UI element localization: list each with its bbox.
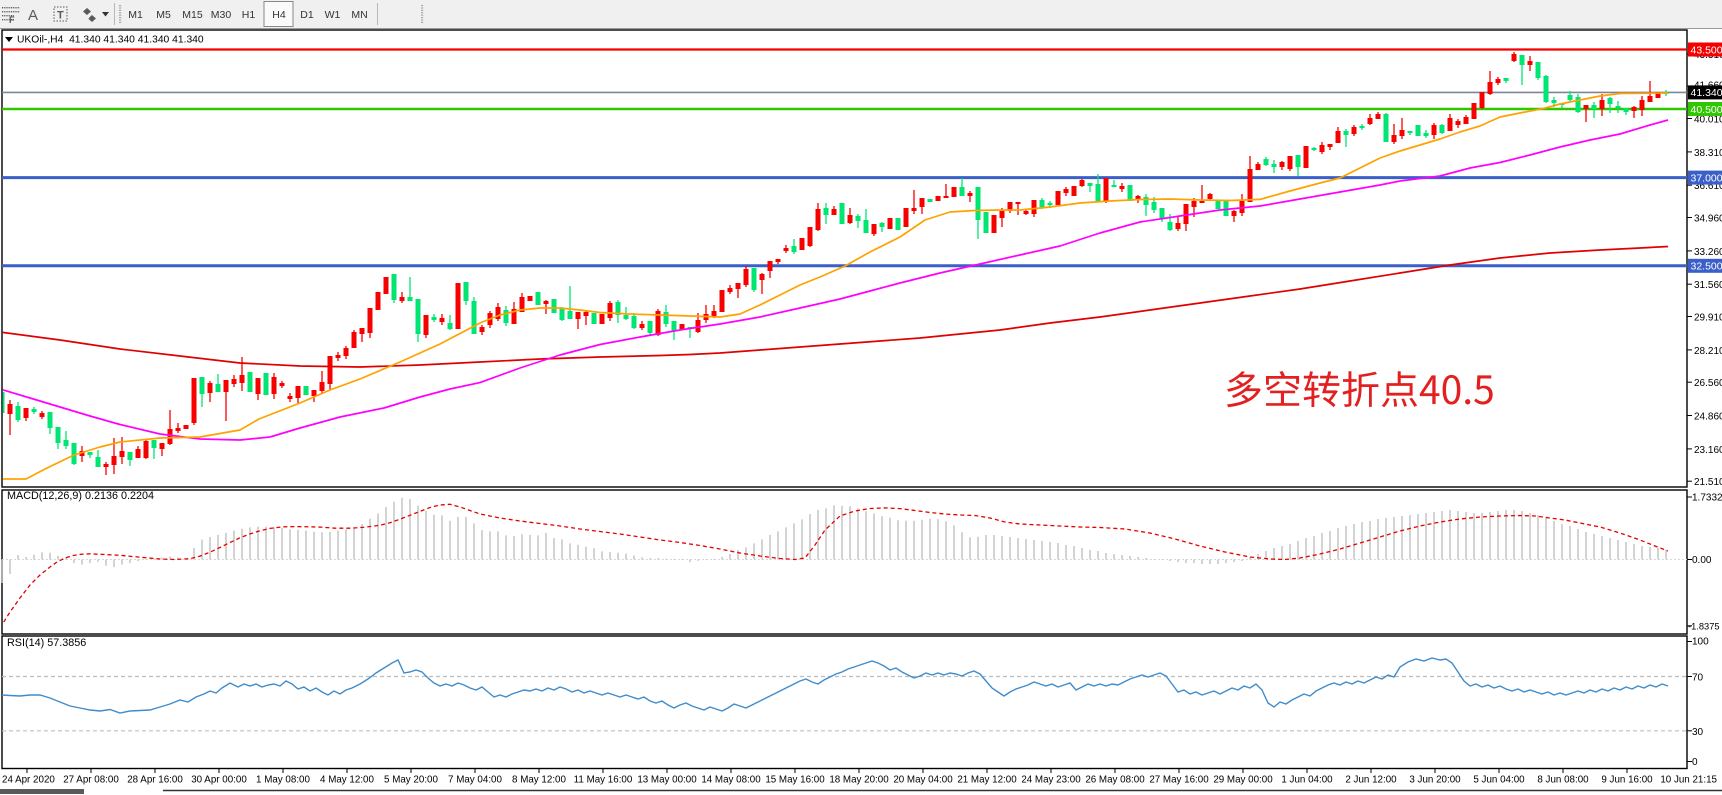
- svg-text:M1: M1: [128, 9, 143, 21]
- svg-text:7 May 04:00: 7 May 04:00: [448, 775, 502, 786]
- svg-text:24.860: 24.860: [1694, 412, 1722, 423]
- svg-text:0: 0: [1692, 757, 1698, 768]
- svg-text:30: 30: [1692, 727, 1704, 738]
- svg-text:100: 100: [1692, 637, 1709, 648]
- svg-text:43.500: 43.500: [1691, 44, 1722, 56]
- svg-text:14 May 08:00: 14 May 08:00: [701, 775, 761, 786]
- svg-text:H1: H1: [242, 9, 256, 21]
- svg-text:28 Apr 16:00: 28 Apr 16:00: [127, 775, 183, 786]
- svg-text:8 May 12:00: 8 May 12:00: [512, 775, 566, 786]
- svg-text:26 May 08:00: 26 May 08:00: [1085, 775, 1145, 786]
- svg-text:1.7332: 1.7332: [1692, 493, 1722, 504]
- svg-text:-1.8375: -1.8375: [1688, 621, 1720, 631]
- svg-text:A: A: [28, 7, 38, 24]
- svg-text:32.500: 32.500: [1691, 261, 1722, 273]
- svg-text:40.010: 40.010: [1694, 115, 1722, 126]
- svg-text:21 May 12:00: 21 May 12:00: [957, 775, 1017, 786]
- svg-text:8 Jun 08:00: 8 Jun 08:00: [1537, 775, 1589, 786]
- svg-text:30 Apr 00:00: 30 Apr 00:00: [191, 775, 247, 786]
- svg-text:34.960: 34.960: [1694, 214, 1722, 225]
- svg-text:27 Apr 08:00: 27 Apr 08:00: [63, 775, 119, 786]
- svg-text:W1: W1: [325, 9, 341, 21]
- svg-text:4 May 12:00: 4 May 12:00: [320, 775, 374, 786]
- svg-text:11 May 16:00: 11 May 16:00: [574, 775, 633, 786]
- svg-text:41.340: 41.340: [1691, 87, 1722, 99]
- svg-text:27 May 16:00: 27 May 16:00: [1149, 775, 1209, 786]
- svg-text:28.210: 28.210: [1694, 346, 1722, 357]
- svg-text:T: T: [57, 10, 64, 22]
- svg-text:5 Jun 04:00: 5 Jun 04:00: [1473, 775, 1525, 786]
- svg-text:24 Apr 2020: 24 Apr 2020: [2, 775, 55, 786]
- svg-text:38.310: 38.310: [1694, 148, 1722, 159]
- svg-text:20 May 04:00: 20 May 04:00: [893, 775, 953, 786]
- svg-text:H4: H4: [272, 9, 286, 21]
- svg-text:5 May 20:00: 5 May 20:00: [384, 775, 438, 786]
- svg-text:31.560: 31.560: [1694, 280, 1722, 291]
- svg-text:RSI(14) 57.3856: RSI(14) 57.3856: [7, 637, 86, 649]
- svg-text:9 Jun 16:00: 9 Jun 16:00: [1601, 775, 1653, 786]
- svg-text:1 May 08:00: 1 May 08:00: [256, 775, 310, 786]
- svg-text:10 Jun 21:15: 10 Jun 21:15: [1660, 775, 1717, 786]
- svg-text:F: F: [9, 15, 15, 25]
- svg-text:2 Jun 12:00: 2 Jun 12:00: [1345, 775, 1397, 786]
- svg-text:23.160: 23.160: [1694, 445, 1722, 456]
- svg-text:M30: M30: [211, 9, 232, 21]
- svg-text:15 May 16:00: 15 May 16:00: [765, 775, 825, 786]
- svg-text:24 May 23:00: 24 May 23:00: [1021, 775, 1081, 786]
- svg-text:29 May 00:00: 29 May 00:00: [1213, 775, 1273, 786]
- svg-text:UKOil-,H4 41.340 41.340 41.34: UKOil-,H4 41.340 41.340 41.340 41.340: [17, 35, 204, 46]
- svg-text:70: 70: [1692, 673, 1704, 684]
- svg-text:1 Jun 04:00: 1 Jun 04:00: [1281, 775, 1333, 786]
- svg-text:37.000: 37.000: [1691, 172, 1722, 184]
- svg-text:0.00: 0.00: [1692, 555, 1712, 566]
- svg-text:D1: D1: [300, 9, 314, 21]
- svg-text:MN: MN: [351, 9, 367, 21]
- svg-text:21.510: 21.510: [1694, 477, 1722, 488]
- svg-text:3 Jun 20:00: 3 Jun 20:00: [1409, 775, 1461, 786]
- svg-text:40.500: 40.500: [1691, 104, 1722, 116]
- svg-text:M15: M15: [182, 9, 203, 21]
- svg-text:26.560: 26.560: [1694, 378, 1722, 389]
- svg-text:36.610: 36.610: [1694, 181, 1722, 192]
- svg-text:MACD(12,26,9) 0.2136 0.2204: MACD(12,26,9) 0.2136 0.2204: [7, 490, 154, 502]
- svg-text:29.910: 29.910: [1694, 313, 1722, 324]
- svg-text:33.260: 33.260: [1694, 247, 1722, 258]
- svg-text:18 May 20:00: 18 May 20:00: [829, 775, 889, 786]
- svg-text:M5: M5: [156, 9, 171, 21]
- svg-text:13 May 00:00: 13 May 00:00: [637, 775, 697, 786]
